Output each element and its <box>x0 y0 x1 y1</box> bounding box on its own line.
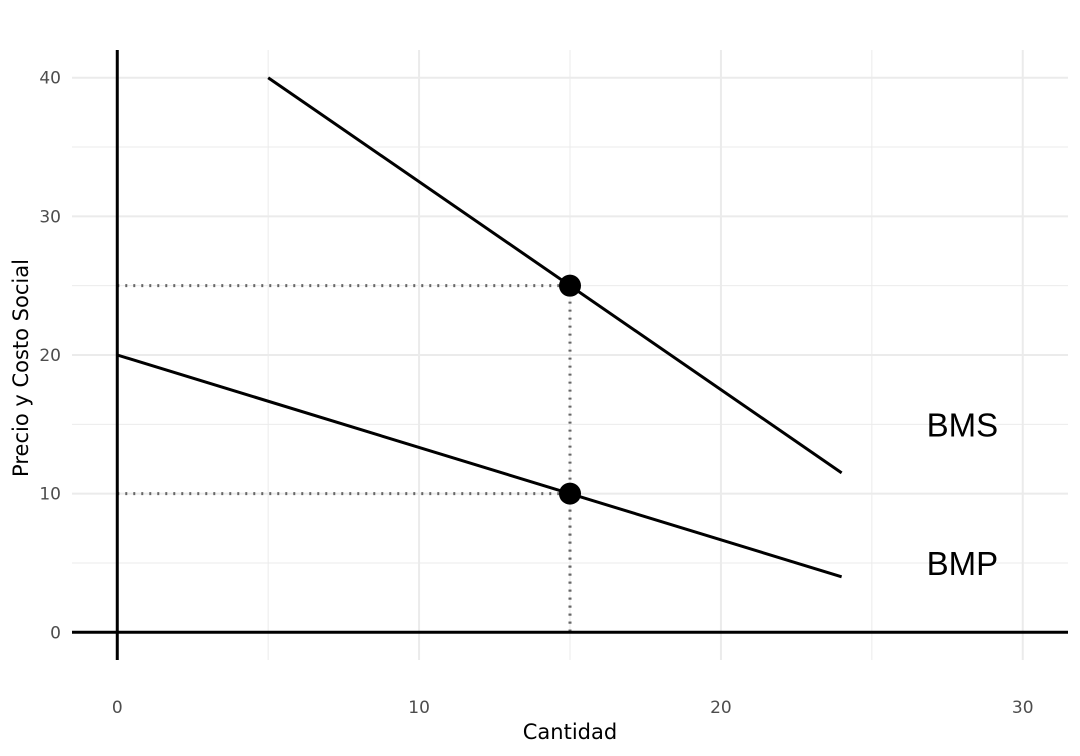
y-tick-label: 0 <box>50 623 61 643</box>
reference-point <box>559 274 581 297</box>
x-tick-label: 10 <box>408 698 430 718</box>
y-tick-labels: 0 10 20 30 40 <box>39 69 61 644</box>
y-tick-label: 10 <box>39 485 61 505</box>
curve-label-bmp: BMP <box>927 545 999 582</box>
x-tick-labels: 0 10 20 30 <box>112 698 1034 718</box>
x-tick-label: 0 <box>112 698 123 718</box>
curve-label-bms: BMS <box>927 406 999 443</box>
reference-point <box>559 482 581 505</box>
y-axis-title: Precio y Costo Social <box>9 259 33 477</box>
series-line-1 <box>267 76 843 475</box>
x-tick-label: 30 <box>1012 698 1034 718</box>
guide-lines <box>117 284 572 633</box>
x-axis-title: Cantidad <box>523 720 617 744</box>
y-tick-label: 30 <box>39 207 61 227</box>
y-tick-label: 20 <box>39 346 61 366</box>
series-line-2 <box>116 353 843 579</box>
series-lines <box>116 76 843 579</box>
curve-labels: BMS BMP <box>927 406 999 582</box>
y-tick-label: 40 <box>39 69 61 89</box>
reference-points <box>559 274 581 505</box>
x-tick-label: 20 <box>710 698 732 718</box>
